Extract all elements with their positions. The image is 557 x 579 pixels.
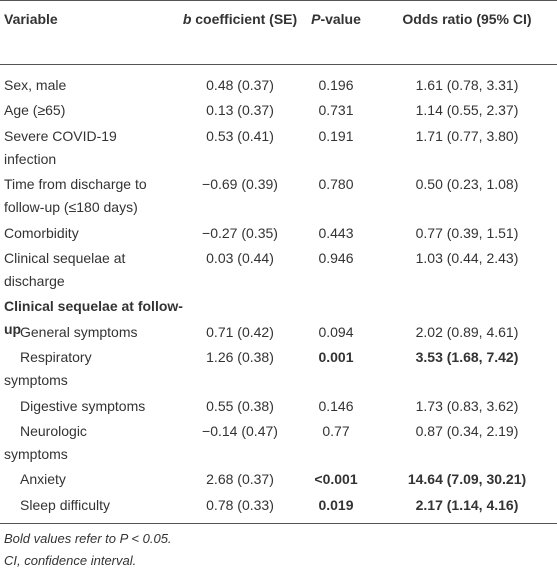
variable-cell: Sex, male <box>4 74 189 97</box>
value-cell: 0.77 <box>322 423 350 439</box>
value-cell: 0.77 (0.39, 1.51) <box>415 224 519 241</box>
value-cell: 1.73 (0.83, 3.62) <box>415 397 519 414</box>
value-cell: 0.13 (0.37) <box>206 102 274 119</box>
value-cell: 1.71 (0.77, 3.80) <box>415 127 519 144</box>
header-text: b <box>182 11 192 27</box>
variable-line: symptoms <box>4 446 68 462</box>
value-cell: −0.69 (0.39) <box>202 176 278 193</box>
value-cell: <0.001 <box>314 471 358 488</box>
variable-cell: Sleep difficulty <box>4 494 189 517</box>
variable-line: Sleep difficulty <box>20 496 111 513</box>
value-cell: 3.53 (1.68, 7.42) <box>415 349 519 366</box>
variable-line: Anxiety <box>20 471 66 488</box>
value-cell: 0.001 <box>318 349 354 366</box>
value-cell: 0.731 <box>318 102 354 119</box>
variable-cell: Anxiety <box>4 468 189 491</box>
header-text: Odds ratio (95% CI) <box>402 11 532 27</box>
variable-cell: Clinical sequelae at discharge <box>4 247 189 293</box>
top-rule <box>0 0 557 1</box>
value-cell: −0.14 (0.47) <box>202 423 278 439</box>
variable-cell: Comorbidity <box>4 222 189 245</box>
value-cell: 0.191 <box>318 127 354 144</box>
variable-cell: Severe COVID-19 infection <box>4 125 189 171</box>
value-cell: 1.61 (0.78, 3.31) <box>415 77 519 93</box>
header-text: -value <box>320 11 361 27</box>
value-cell: 0.55 (0.38) <box>206 397 274 414</box>
variable-line: symptoms <box>4 372 68 389</box>
variable-cell: Respiratory symptoms <box>4 346 189 392</box>
bottom-rule <box>0 523 557 525</box>
header-text: coefficient (SE) <box>191 11 298 27</box>
header-cell: Odds ratio (95% CI) <box>377 8 557 31</box>
footnote: CI, confidence interval. <box>4 553 137 569</box>
variable-cell: Neurologic symptoms <box>4 420 189 466</box>
value-cell: 0.53 (0.41) <box>206 127 274 144</box>
header-cell: b coefficient (SE) <box>175 8 305 31</box>
variable-line: discharge <box>4 273 65 289</box>
value-cell: 0.03 (0.44) <box>206 250 274 266</box>
header-cell: Variable <box>4 8 189 31</box>
variable-line: Sex, male <box>4 77 67 93</box>
variable-cell: Clinical sequelae at follow-up <box>4 295 189 341</box>
value-cell: 0.50 (0.23, 1.08) <box>415 176 519 193</box>
variable-line: Digestive symptoms <box>20 397 146 414</box>
footnote: Bold values refer to P < 0.05. <box>4 531 172 547</box>
value-cell: 0.443 <box>318 224 354 241</box>
value-cell: 0.094 <box>318 323 354 340</box>
header-rule <box>0 64 557 65</box>
value-cell: 1.14 (0.55, 2.37) <box>415 102 519 119</box>
variable-line: infection <box>4 150 57 167</box>
value-cell: 0.78 (0.33) <box>206 496 274 513</box>
value-cell: 0.146 <box>318 397 354 414</box>
header-text: Variable <box>4 11 58 27</box>
value-cell: 0.71 (0.42) <box>206 323 274 340</box>
variable-cell: General symptoms <box>4 321 189 344</box>
value-cell: 1.26 (0.38) <box>206 349 274 366</box>
variable-line: Clinical sequelae at follow-up <box>4 298 183 338</box>
value-cell: 14.64 (7.09, 30.21) <box>407 471 527 488</box>
variable-cell: Digestive symptoms <box>4 395 189 418</box>
value-cell: 2.17 (1.14, 4.16) <box>415 496 519 513</box>
variable-line: Respiratory <box>20 349 92 366</box>
value-cell: −0.27 (0.35) <box>202 224 278 241</box>
variable-line: Severe COVID-19 <box>4 127 117 144</box>
header-cell: P-value <box>295 8 377 31</box>
value-cell: 0.48 (0.37) <box>206 77 274 93</box>
value-cell: 0.946 <box>318 250 354 266</box>
variable-line: Time from discharge to <box>4 176 147 193</box>
variable-line: Neurologic <box>20 423 87 439</box>
value-cell: 2.68 (0.37) <box>206 471 274 488</box>
variable-line: Age (≥65) <box>4 102 66 119</box>
value-cell: 2.02 (0.89, 4.61) <box>415 323 519 340</box>
value-cell: 0.019 <box>318 496 354 513</box>
variable-line: General symptoms <box>20 323 138 340</box>
value-cell: 0.87 (0.34, 2.19) <box>415 423 519 439</box>
value-cell: 0.196 <box>318 77 354 93</box>
variable-cell: Time from discharge to follow-up (≤180 da… <box>4 173 189 219</box>
variable-line: Comorbidity <box>4 224 79 241</box>
variable-line: follow-up (≤180 days) <box>4 199 138 216</box>
value-cell: 0.780 <box>318 176 354 193</box>
header-text: P <box>311 11 321 27</box>
variable-cell: Age (≥65) <box>4 99 189 122</box>
value-cell: 1.03 (0.44, 2.43) <box>415 250 519 266</box>
variable-line: Clinical sequelae at <box>4 250 126 266</box>
